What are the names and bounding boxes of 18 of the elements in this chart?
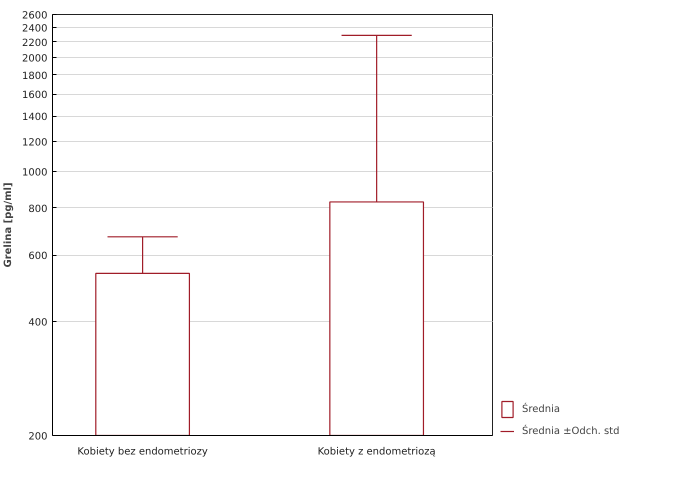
y-tick-label: 2600 bbox=[22, 10, 48, 22]
y-tick-label: 2000 bbox=[22, 54, 48, 65]
y-tick-label: 800 bbox=[28, 204, 48, 215]
y-tick-label: 1200 bbox=[22, 137, 48, 148]
y-tick-label: 2200 bbox=[22, 38, 48, 49]
y-tick-label: 1600 bbox=[22, 90, 48, 102]
y-tick-label: 200 bbox=[28, 432, 48, 442]
x-tick-label: Kobiety bez endometriozy bbox=[77, 446, 208, 458]
y-axis-title: Grelina [pg/ml] bbox=[3, 182, 14, 268]
text: Średnia ±Odch. std bbox=[522, 426, 620, 436]
legend-label: Średnia bbox=[522, 404, 560, 414]
y-tick-label: 1000 bbox=[22, 167, 48, 178]
y-tick-label: 2400 bbox=[22, 24, 48, 35]
y-tick-label: 400 bbox=[28, 318, 48, 329]
y-tick-label: 1400 bbox=[22, 112, 48, 124]
y-tick-label: 1800 bbox=[22, 70, 48, 82]
y-tick-label: 600 bbox=[28, 251, 48, 262]
x-tick-label: Kobiety z endometriozą bbox=[318, 446, 436, 458]
